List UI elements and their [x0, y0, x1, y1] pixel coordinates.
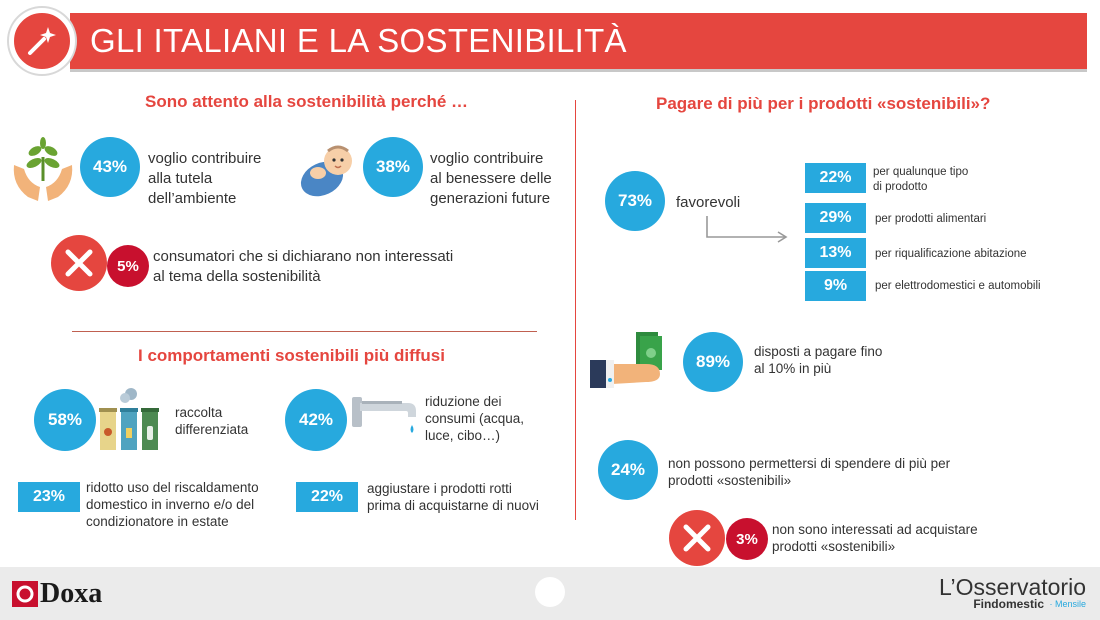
- text-pay-more: disposti a pagare fino al 10% in più: [754, 344, 883, 376]
- page-title: GLI ITALIANI E LA SOSTENIBILITÀ: [90, 22, 627, 59]
- text-repair: aggiustare i prodotti rotti prima di acq…: [367, 481, 539, 513]
- pct-circle-cannot-afford: 24%: [598, 440, 658, 500]
- pct-box-appliances: 9%: [805, 271, 866, 301]
- horizontal-divider: [72, 331, 537, 332]
- label-favorevoli: favorevoli: [676, 194, 741, 211]
- header-bar: [70, 13, 1087, 69]
- page-indicator-dot: [535, 577, 565, 607]
- pct-circle-pay-more: 89%: [683, 332, 743, 392]
- close-icon: [51, 235, 107, 291]
- text-heating: ridotto uso del riscaldamento domestico …: [86, 480, 259, 529]
- pct-box-heating: 23%: [18, 482, 80, 512]
- magic-wand-icon: [9, 8, 75, 74]
- recycling-bins-icon: [98, 386, 160, 452]
- section-title-attention: Sono attento alla sostenibilità perché …: [145, 92, 469, 111]
- text-appliances: per elettrodomestici e automobili: [875, 280, 1041, 292]
- close-icon: [669, 510, 725, 566]
- pct-circle-future-generations: 38%: [363, 137, 423, 197]
- pct-box-repair: 22%: [296, 482, 358, 512]
- section-title-behaviors: I comportamenti sostenibili più diffusi: [138, 346, 445, 365]
- text-recycling: raccolta differenziata: [175, 405, 249, 437]
- doxa-logo: Doxa: [12, 578, 102, 610]
- text-not-interested: consumatori che si dichiarano non intere…: [153, 248, 454, 285]
- text-home: per riqualificazione abitazione: [875, 248, 1027, 260]
- pct-circle-consumption: 42%: [285, 389, 347, 451]
- text-environment: voglio contribuire alla tutela dell’ambi…: [148, 150, 262, 207]
- plant-hands-icon: [10, 135, 76, 205]
- doxa-logo-text: Doxa: [40, 578, 103, 609]
- doxa-mark-icon: [12, 581, 38, 607]
- arrow-right-icon: [700, 214, 792, 244]
- pct-circle-favorevoli: 73%: [605, 171, 665, 231]
- osservatorio-logo-tag: · Mensile: [1049, 599, 1086, 609]
- text-any-product: per qualunque tipo di prodotto: [873, 166, 969, 193]
- header-shadow: [70, 69, 1087, 72]
- pct-circle-recycling: 58%: [34, 389, 96, 451]
- text-not-interested-buy: non sono interessati ad acquistare prodo…: [772, 522, 978, 554]
- pct-box-home: 13%: [805, 238, 866, 268]
- text-cannot-afford: non possono permettersi di spendere di p…: [668, 456, 951, 488]
- osservatorio-logo-title: L’Osservatorio: [938, 574, 1086, 600]
- vertical-divider: [575, 100, 576, 520]
- section-title-pay-more: Pagare di più per i prodotti «sostenibil…: [656, 94, 991, 113]
- text-future-generations: voglio contribuire al benessere delle ge…: [430, 150, 552, 207]
- pct-circle-not-interested: 5%: [107, 245, 149, 287]
- text-food: per prodotti alimentari: [875, 213, 987, 225]
- osservatorio-logo-sub: Findomestic: [973, 597, 1044, 611]
- money-hand-icon: [590, 330, 668, 392]
- faucet-icon: [350, 393, 420, 443]
- baby-icon: [298, 143, 358, 199]
- pct-circle-environment: 43%: [80, 137, 140, 197]
- pct-circle-not-interested-buy: 3%: [726, 518, 768, 560]
- text-consumption: riduzione dei consumi (acqua, luce, cibo…: [425, 394, 525, 443]
- pct-box-food: 29%: [805, 203, 866, 233]
- pct-box-any-product: 22%: [805, 163, 866, 193]
